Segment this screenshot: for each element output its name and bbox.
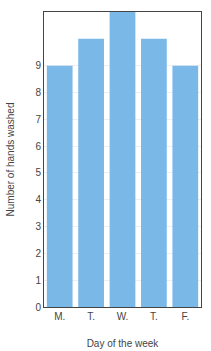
svg-text:T.: T. xyxy=(87,311,95,322)
svg-text:8: 8 xyxy=(35,87,41,98)
svg-text:4: 4 xyxy=(35,194,41,205)
svg-text:Number of hands washed: Number of hands washed xyxy=(5,103,16,217)
svg-text:7: 7 xyxy=(35,114,41,125)
svg-text:T.: T. xyxy=(150,311,158,322)
svg-text:3: 3 xyxy=(35,221,41,232)
svg-text:Day of the week: Day of the week xyxy=(87,338,160,349)
svg-text:5: 5 xyxy=(35,167,41,178)
svg-text:W.: W. xyxy=(117,311,129,322)
svg-text:0: 0 xyxy=(35,302,41,313)
svg-text:1: 1 xyxy=(35,275,41,286)
svg-text:2: 2 xyxy=(35,248,41,259)
svg-text:9: 9 xyxy=(35,60,41,71)
svg-text:6: 6 xyxy=(35,141,41,152)
svg-text:M.: M. xyxy=(54,311,65,322)
svg-text:F.: F. xyxy=(181,311,189,322)
